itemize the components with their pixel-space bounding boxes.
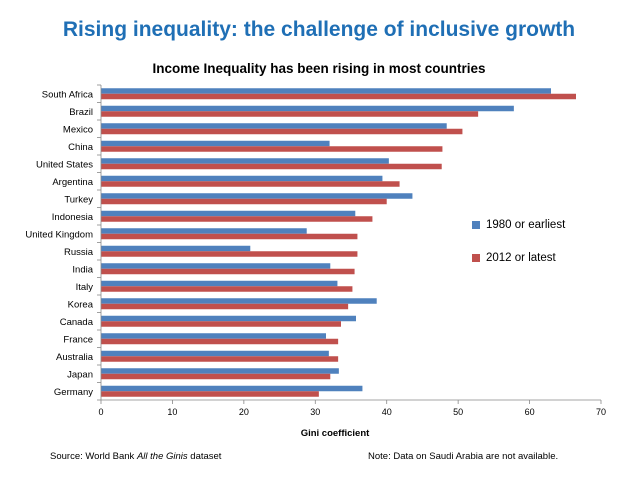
bar-1980-argentina (101, 175, 383, 182)
bar-2012-italy (101, 286, 353, 292)
legend-label-1980: 1980 or earliest (486, 219, 566, 231)
category-label: Argentina (52, 177, 93, 188)
bar-1980-mexico (101, 123, 447, 129)
bar-1980-canada (101, 315, 356, 322)
category-label: United States (36, 159, 93, 170)
bar-1980-france (101, 333, 326, 339)
category-label: China (68, 142, 94, 153)
axes-group (97, 84, 602, 404)
category-label: Germany (54, 387, 93, 398)
labels-group: South Africa Brazil Mexico China United Stat… (25, 89, 606, 439)
bar-1980-italy (101, 280, 338, 287)
category-label: South Africa (42, 89, 94, 100)
category-label: Japan (67, 369, 93, 380)
bar-2012-canada (101, 321, 341, 327)
bar-2012-australia (101, 356, 339, 362)
source-note: Source: World Bank All the Ginis dataset (50, 451, 222, 462)
bar-1980-japan (101, 368, 339, 374)
legend-swatch-2012 (472, 254, 480, 262)
chart-title: Income Inequality has been rising in mos… (152, 61, 486, 76)
bar-2012-korea (101, 303, 349, 310)
bar-1980-china (101, 140, 330, 147)
category-label: Australia (56, 352, 94, 363)
x-tick-label: 50 (453, 407, 463, 417)
legend-label-2012: 2012 or latest (486, 252, 556, 264)
x-tick-label: 0 (98, 407, 103, 417)
bar-2012-argentina (101, 181, 400, 187)
bar-2012-mexico (101, 128, 463, 135)
legend-swatch-1980 (472, 221, 480, 229)
bars-group (101, 88, 576, 397)
legend-item-2012: 2012 or latest (472, 252, 556, 264)
category-label: Turkey (64, 194, 93, 205)
category-label: Indonesia (52, 212, 94, 223)
category-label: India (72, 264, 93, 275)
bar-1980-south-africa (101, 88, 551, 94)
bar-2012-united-states (101, 163, 442, 170)
category-label: Brazil (69, 107, 93, 118)
x-tick-label: 40 (382, 407, 392, 417)
legend-item-1980: 1980 or earliest (472, 219, 565, 231)
bar-1980-germany (101, 385, 363, 392)
category-label: France (63, 334, 93, 345)
bar-1980-india (101, 263, 331, 269)
category-label: Canada (60, 317, 94, 328)
bar-1980-united-states (101, 158, 389, 164)
bar-1980-indonesia (101, 210, 356, 217)
bar-1980-russia (101, 245, 251, 252)
category-label: Russia (64, 247, 94, 258)
x-tick-label: 10 (167, 407, 177, 417)
bar-2012-united-kingdom (101, 233, 358, 240)
category-label: United Kingdom (25, 229, 93, 240)
bar-2012-japan (101, 373, 331, 380)
bar-1980-korea (101, 298, 377, 304)
bar-2012-china (101, 146, 443, 152)
category-label: Korea (68, 299, 94, 310)
category-label: Mexico (63, 124, 93, 135)
bar-2012-germany (101, 391, 319, 397)
bar-2012-turkey (101, 198, 387, 205)
x-tick-label: 30 (310, 407, 320, 417)
x-tick-label: 70 (596, 407, 606, 417)
x-tick-label: 20 (239, 407, 249, 417)
bar-1980-australia (101, 350, 329, 357)
x-axis-label: Gini coefficient (301, 428, 370, 439)
x-tick-label: 60 (525, 407, 535, 417)
category-label: Italy (76, 282, 94, 293)
slide-title: Rising inequality: the challenge of incl… (62, 18, 576, 41)
bar-2012-indonesia (101, 216, 373, 222)
bar-2012-france (101, 338, 339, 345)
bar-1980-turkey (101, 193, 413, 199)
bar-2012-south-africa (101, 93, 576, 100)
bar-2012-india (101, 268, 355, 275)
bar-2012-russia (101, 251, 358, 257)
bar-1980-united-kingdom (101, 228, 307, 234)
bar-2012-brazil (101, 111, 479, 117)
data-note: Note: Data on Saudi Arabia are not avail… (368, 451, 559, 462)
bar-1980-brazil (101, 105, 514, 112)
